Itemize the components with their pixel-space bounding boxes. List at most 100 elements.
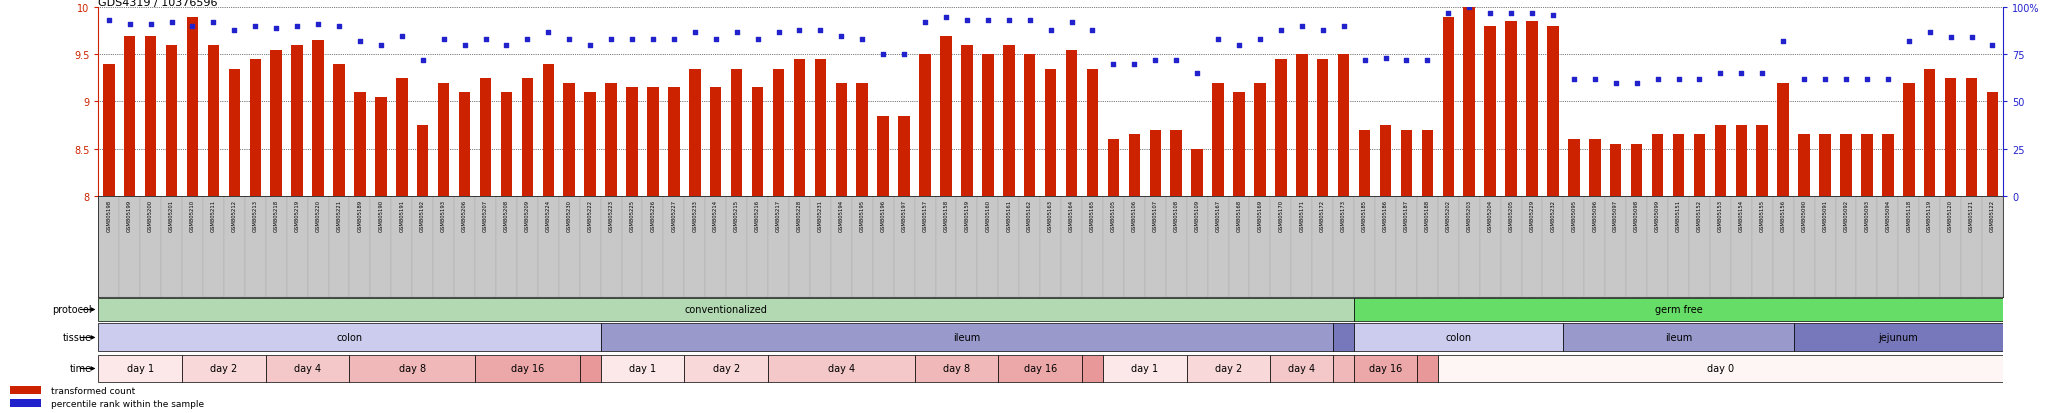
Bar: [899, 116, 909, 196]
Bar: [1438, 196, 1458, 297]
Text: GDS4319 / 10376596: GDS4319 / 10376596: [98, 0, 217, 7]
Bar: [1171, 131, 1182, 196]
Point: [1579, 76, 1612, 83]
Text: GSM805228: GSM805228: [797, 199, 803, 231]
Bar: [1276, 60, 1286, 196]
Bar: [1835, 196, 1855, 297]
Point: [741, 37, 774, 43]
Point: [1599, 80, 1632, 87]
Bar: [956, 196, 977, 297]
Point: [1452, 5, 1485, 12]
Bar: [1630, 145, 1642, 196]
Point: [1745, 71, 1778, 77]
Bar: [643, 196, 664, 297]
Text: GSM805214: GSM805214: [713, 199, 719, 231]
Bar: [936, 196, 956, 297]
Point: [1034, 28, 1067, 34]
Bar: [580, 196, 600, 297]
Text: GSM805121: GSM805121: [1968, 199, 1974, 231]
Bar: [940, 36, 952, 196]
Text: colon: colon: [1446, 332, 1473, 343]
Bar: [1458, 196, 1481, 297]
Bar: [1065, 50, 1077, 196]
Text: GSM805209: GSM805209: [524, 199, 530, 231]
Text: GSM805108: GSM805108: [1174, 199, 1180, 231]
Bar: [1735, 126, 1747, 196]
Bar: [563, 83, 575, 196]
Bar: [1044, 69, 1057, 196]
Text: GSM805118: GSM805118: [1907, 199, 1911, 231]
Text: GSM805200: GSM805200: [147, 199, 154, 231]
Text: tissue: tissue: [63, 332, 92, 343]
Bar: [270, 50, 283, 196]
Text: GSM805093: GSM805093: [1864, 199, 1870, 231]
Point: [1055, 20, 1087, 26]
Text: GSM805120: GSM805120: [1948, 199, 1954, 231]
Point: [1182, 71, 1214, 77]
Text: day 16: day 16: [1368, 363, 1403, 374]
Bar: [559, 196, 580, 297]
Point: [1202, 37, 1235, 43]
Text: GSM805090: GSM805090: [1802, 199, 1806, 231]
Bar: [311, 41, 324, 196]
Point: [1933, 35, 1966, 42]
Point: [846, 37, 879, 43]
Text: GSM805098: GSM805098: [1634, 199, 1638, 231]
Bar: [102, 64, 115, 196]
Text: GSM805186: GSM805186: [1382, 199, 1389, 231]
Point: [1767, 39, 1800, 45]
Bar: [1862, 135, 1872, 196]
Bar: [354, 93, 367, 196]
Bar: [1333, 355, 1354, 382]
Text: GSM805119: GSM805119: [1927, 199, 1931, 231]
Text: ileum: ileum: [1665, 332, 1692, 343]
Bar: [788, 196, 809, 297]
Bar: [1317, 60, 1329, 196]
Text: jejunum: jejunum: [1878, 332, 1919, 343]
Bar: [287, 196, 307, 297]
Bar: [627, 88, 637, 196]
Point: [698, 37, 731, 43]
Bar: [1081, 355, 1104, 382]
Text: GSM805232: GSM805232: [1550, 199, 1554, 231]
Bar: [291, 46, 303, 196]
Point: [1098, 61, 1130, 68]
Text: GSM805122: GSM805122: [1991, 199, 1995, 231]
Bar: [1982, 196, 2003, 297]
Point: [1075, 28, 1108, 34]
Bar: [350, 196, 371, 297]
Bar: [997, 196, 1020, 297]
Bar: [1270, 196, 1292, 297]
Bar: [1939, 196, 1962, 297]
Text: GSM805158: GSM805158: [944, 199, 948, 231]
Text: GSM805210: GSM805210: [190, 199, 195, 231]
Bar: [1417, 196, 1438, 297]
Point: [260, 26, 293, 32]
Bar: [539, 196, 559, 297]
Point: [1159, 57, 1192, 64]
Text: GSM805097: GSM805097: [1614, 199, 1618, 231]
Point: [1683, 76, 1716, 83]
Text: GSM805230: GSM805230: [567, 199, 571, 231]
Point: [866, 52, 899, 59]
Text: GSM805229: GSM805229: [1530, 199, 1534, 231]
Point: [950, 18, 983, 25]
Point: [176, 24, 209, 31]
Text: GSM805188: GSM805188: [1425, 199, 1430, 231]
Bar: [1358, 131, 1370, 196]
Text: germ free: germ free: [1655, 305, 1702, 315]
Point: [1620, 80, 1653, 87]
Bar: [1186, 196, 1208, 297]
Text: GSM805217: GSM805217: [776, 199, 780, 231]
Bar: [1855, 196, 1878, 297]
Bar: [1421, 131, 1434, 196]
Text: GSM805185: GSM805185: [1362, 199, 1368, 231]
Bar: [125, 36, 135, 196]
Text: day 2: day 2: [211, 363, 238, 374]
Bar: [1751, 196, 1774, 297]
Point: [135, 22, 168, 28]
Text: day 8: day 8: [399, 363, 426, 374]
Text: GSM805159: GSM805159: [965, 199, 969, 231]
Text: day 1: day 1: [1130, 363, 1159, 374]
Bar: [1354, 355, 1417, 382]
